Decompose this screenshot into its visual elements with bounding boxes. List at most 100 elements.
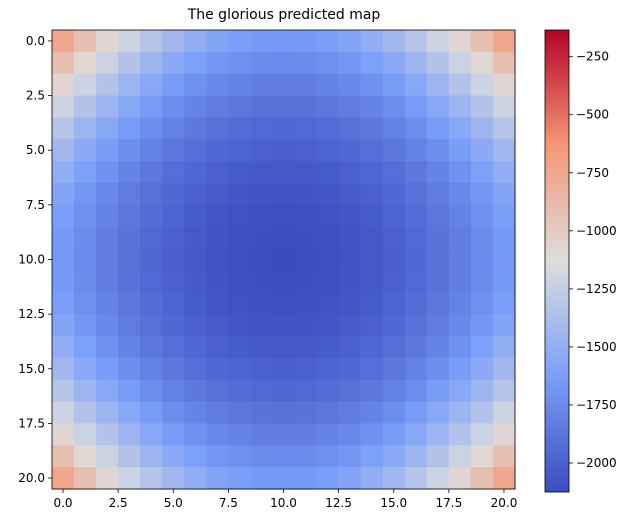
- heatmap-cell: [294, 183, 318, 206]
- heatmap-cell: [316, 226, 340, 250]
- heatmap-cell: [382, 183, 406, 206]
- heatmap-cell: [162, 161, 185, 184]
- heatmap-cell: [118, 117, 141, 140]
- heatmap-cell: [184, 336, 207, 359]
- heatmap-cell: [426, 357, 450, 381]
- heatmap-cell: [96, 183, 119, 206]
- heatmap-cell: [250, 314, 274, 337]
- colorbar-tick-label: −250: [576, 50, 609, 64]
- heatmap-cell: [294, 314, 318, 337]
- heatmap-cell: [360, 292, 384, 315]
- heatmap-cell: [52, 204, 75, 228]
- heatmap-cell: [360, 183, 384, 206]
- heatmap-cell: [118, 423, 141, 446]
- heatmap-cell: [338, 73, 362, 97]
- heatmap-cell: [162, 226, 185, 250]
- heatmap-cell: [448, 183, 472, 206]
- heatmap-cell: [492, 30, 516, 53]
- heatmap-cell: [272, 401, 296, 425]
- y-tick-label: 0.0: [26, 34, 45, 48]
- heatmap-cell: [206, 336, 229, 359]
- heatmap-cell: [96, 204, 119, 228]
- heatmap-cell: [140, 401, 163, 425]
- heatmap-cell: [118, 379, 141, 403]
- heatmap-cell: [140, 139, 163, 162]
- heatmap-cell: [184, 139, 207, 162]
- heatmap-cell: [250, 423, 274, 446]
- heatmap-cell: [228, 30, 252, 53]
- heatmap-cell: [74, 30, 97, 53]
- heatmap-cell: [470, 379, 494, 403]
- heatmap-cell: [96, 95, 119, 119]
- heatmap-cell: [448, 204, 472, 228]
- heatmap-cell: [140, 445, 163, 468]
- x-tick-label: 17.5: [435, 496, 462, 510]
- heatmap-cell: [404, 379, 428, 403]
- heatmap-cell: [426, 139, 450, 162]
- heatmap-cell: [96, 357, 119, 381]
- heatmap-cell: [338, 292, 362, 315]
- heatmap-cell: [382, 292, 406, 315]
- heatmap-cell: [52, 51, 75, 75]
- heatmap-cell: [206, 226, 229, 250]
- heatmap-cell: [272, 423, 296, 446]
- heatmap-cell: [448, 467, 472, 490]
- heatmap-cell: [426, 467, 450, 490]
- heatmap-cell: [404, 467, 428, 490]
- heatmap-cell: [316, 292, 340, 315]
- heatmap-cell: [294, 226, 318, 250]
- heatmap-cell: [140, 270, 163, 293]
- heatmap-cell: [52, 226, 75, 250]
- heatmap-cell: [294, 467, 318, 490]
- heatmap-cell: [360, 423, 384, 446]
- heatmap-cell: [294, 95, 318, 119]
- heatmap-cell: [250, 73, 274, 97]
- heatmap-cell: [294, 336, 318, 359]
- heatmap-cell: [162, 336, 185, 359]
- heatmap-cell: [140, 226, 163, 250]
- heatmap-cell: [74, 204, 97, 228]
- y-tick-label: 10.0: [18, 253, 45, 267]
- heatmap-cell: [228, 51, 252, 75]
- heatmap-cell: [316, 423, 340, 446]
- heatmap-cell: [206, 401, 229, 425]
- heatmap-cell: [184, 248, 207, 272]
- heatmap-cell: [338, 183, 362, 206]
- heatmap-cell: [448, 423, 472, 446]
- heatmap-cell: [382, 445, 406, 468]
- heatmap-cell: [404, 423, 428, 446]
- heatmap-cell: [426, 379, 450, 403]
- heatmap-cell: [96, 73, 119, 97]
- x-tick-label: 7.5: [219, 496, 238, 510]
- heatmap-cell: [206, 204, 229, 228]
- heatmap-cell: [426, 248, 450, 272]
- heatmap-cell: [52, 117, 75, 140]
- heatmap-cell: [250, 270, 274, 293]
- heatmap-cell: [316, 73, 340, 97]
- heatmap-cell: [338, 30, 362, 53]
- heatmap-cell: [118, 314, 141, 337]
- heatmap-cell: [162, 30, 185, 53]
- heatmap-cell: [492, 336, 516, 359]
- heatmap-cell: [492, 139, 516, 162]
- heatmap-cell: [184, 445, 207, 468]
- heatmap-cell: [96, 30, 119, 53]
- heatmap-cell: [206, 95, 229, 119]
- heatmap-cell: [250, 183, 274, 206]
- heatmap-cell: [96, 117, 119, 140]
- heatmap-cell: [162, 248, 185, 272]
- heatmap-cell: [382, 139, 406, 162]
- heatmap-cell: [492, 161, 516, 184]
- heatmap-cell: [360, 204, 384, 228]
- heatmap-cell: [470, 30, 494, 53]
- heatmap-cell: [140, 161, 163, 184]
- heatmap-cell: [426, 401, 450, 425]
- heatmap-cell: [184, 117, 207, 140]
- heatmap-cell: [426, 445, 450, 468]
- heatmap-cell: [118, 357, 141, 381]
- heatmap-cell: [360, 95, 384, 119]
- heatmap-cell: [206, 467, 229, 490]
- heatmap-cell: [250, 248, 274, 272]
- heatmap-cell: [448, 248, 472, 272]
